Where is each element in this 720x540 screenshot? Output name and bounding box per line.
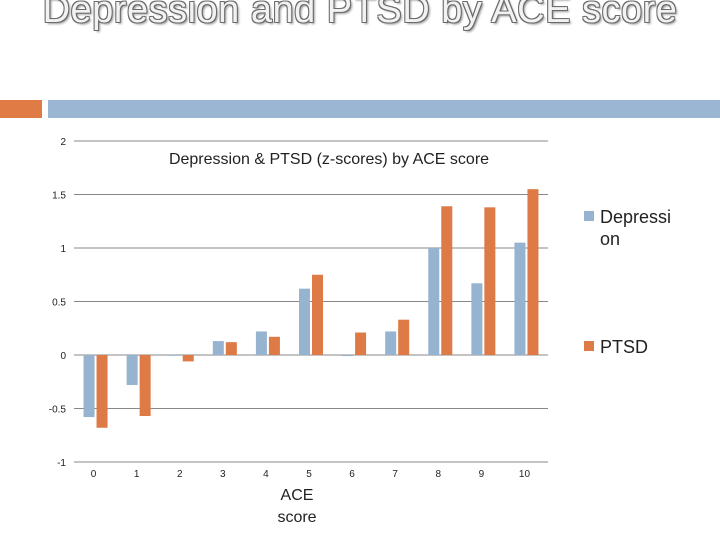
y-tick-label: 1 [60, 244, 66, 255]
x-tick-label: 9 [479, 469, 485, 480]
legend-swatch-depression [584, 211, 594, 221]
x-tick-label: 3 [220, 469, 226, 480]
bar-depression-1 [126, 355, 138, 385]
bar-depression-4 [255, 331, 267, 355]
legend-swatch-ptsd [584, 341, 594, 351]
accent-bar-orange [0, 100, 42, 118]
bar-ptsd-3 [225, 342, 237, 355]
y-tick-label: 1.5 [52, 191, 66, 202]
x-tick-label: 0 [91, 469, 97, 480]
x-axis-label-line2: score [277, 509, 316, 526]
bar-ptsd-5 [312, 274, 323, 355]
bar-ptsd-0 [96, 355, 108, 428]
bar-depression-0 [83, 355, 95, 418]
x-tick-label: 2 [177, 469, 183, 480]
accent-bar-blue [48, 100, 720, 118]
x-tick-label: 1 [134, 469, 140, 480]
bars [83, 189, 539, 428]
x-tick-labels: 0 1 2 3 4 5 6 7 8 9 10 [91, 469, 531, 480]
y-tick-label: 0 [60, 351, 66, 362]
bar-depression-9 [471, 283, 483, 355]
bar-ptsd-1 [139, 355, 151, 416]
bar-depression-3 [212, 341, 224, 355]
bar-ptsd-9 [484, 207, 496, 355]
y-tick-label: 0.5 [52, 298, 66, 309]
chart-title: Depression & PTSD (z-scores) by ACE scor… [169, 151, 489, 168]
bar-ptsd-8 [441, 206, 453, 355]
y-tick-label: -0.5 [49, 405, 67, 416]
x-tick-label: 8 [435, 469, 441, 480]
y-tick-labels: 2 1.5 1 0.5 0 -0.5 -1 [49, 137, 67, 469]
x-tick-label: 4 [263, 469, 269, 480]
slide-title: Depression and PTSD by ACE score [42, 0, 678, 31]
bar-depression-5 [299, 288, 310, 355]
legend-label-ptsd: PTSD [600, 337, 649, 357]
gridlines [74, 140, 548, 463]
bar-depression-8 [428, 248, 440, 355]
bar-depression-6 [342, 355, 354, 357]
bar-ptsd-10 [527, 189, 539, 355]
x-tick-label: 7 [392, 469, 398, 480]
x-tick-label: 5 [306, 469, 312, 480]
bar-ptsd-2 [182, 355, 194, 362]
bar-ptsd-6 [355, 332, 367, 355]
bar-ptsd-7 [398, 319, 410, 355]
x-tick-label: 6 [349, 469, 355, 480]
bar-ptsd-4 [268, 336, 280, 355]
bar-depression-2 [169, 355, 181, 356]
bar-depression-10 [514, 242, 526, 355]
y-tick-label: 2 [60, 137, 66, 148]
bar-depression-7 [385, 331, 397, 355]
x-axis-label-line1: ACE [281, 487, 314, 504]
x-tick-label: 10 [519, 469, 531, 480]
legend-label-depression: Depressi on [600, 207, 672, 249]
y-tick-label: -1 [57, 458, 66, 469]
